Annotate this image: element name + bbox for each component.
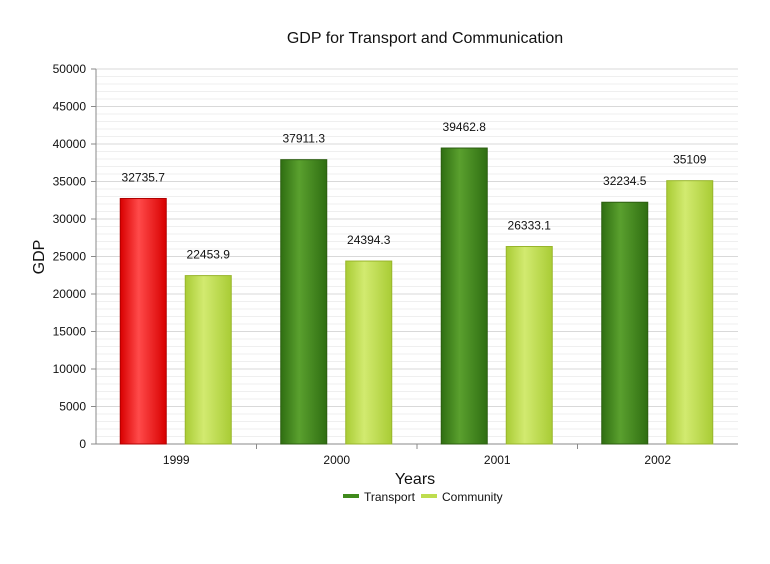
x-tick-label: 2000	[323, 453, 350, 467]
data-label-community-2001: 26333.1	[508, 219, 552, 233]
data-label-community-2000: 24394.3	[347, 233, 391, 247]
y-tick-label: 0	[79, 437, 86, 451]
chart-title: GDP for Transport and Communication	[287, 30, 563, 47]
legend-label-transport: Transport	[364, 490, 416, 504]
data-label-transport-1999: 32735.7	[122, 170, 166, 184]
y-tick-label: 20000	[53, 287, 87, 301]
legend-swatch-community	[421, 494, 437, 498]
bar-community-2001	[505, 246, 553, 445]
data-label-community-2002: 35109	[673, 153, 707, 167]
data-labels: 32735.7 22453.9 37911.3 24394.3 39462.8 26333…	[122, 120, 707, 262]
y-tick-label: 50000	[53, 62, 87, 76]
data-label-transport-2002: 32234.5	[603, 174, 647, 188]
y-tick-label: 45000	[53, 100, 87, 114]
bars	[119, 147, 714, 445]
data-label-community-1999: 22453.9	[187, 248, 231, 262]
bar-transport-2002	[601, 201, 649, 445]
bar-transport-2001	[440, 147, 488, 445]
y-tick-label: 40000	[53, 137, 87, 151]
bar-community-1999	[184, 275, 232, 445]
bar-transport-2000	[280, 159, 328, 445]
legend-swatch-transport	[343, 494, 359, 498]
bar-community-2002	[666, 180, 714, 445]
bar-community-2000	[345, 260, 393, 445]
bar-transport-1999	[119, 197, 167, 445]
data-label-transport-2001: 39462.8	[443, 120, 487, 134]
y-tick-label: 25000	[53, 250, 87, 264]
y-tick-label: 10000	[53, 362, 87, 376]
y-tick-label: 30000	[53, 212, 87, 226]
y-axis-title: GDP	[31, 240, 48, 275]
legend: Transport Community	[343, 490, 503, 504]
y-tick-labels: 0 5000 10000 15000 20000 25000 30000 35000 40000…	[53, 62, 87, 451]
x-tick-label: 2002	[644, 453, 671, 467]
x-tick-label: 1999	[163, 453, 190, 467]
x-tick-labels: 1999 2000 2001 2002	[163, 453, 672, 467]
y-tick-label: 5000	[59, 400, 86, 414]
data-label-transport-2000: 37911.3	[283, 132, 326, 146]
legend-label-community: Community	[442, 490, 503, 504]
y-tick-label: 15000	[53, 325, 87, 339]
y-tick-label: 35000	[53, 175, 87, 189]
x-axis-title: Years	[395, 471, 435, 488]
x-tick-label: 2001	[484, 453, 511, 467]
